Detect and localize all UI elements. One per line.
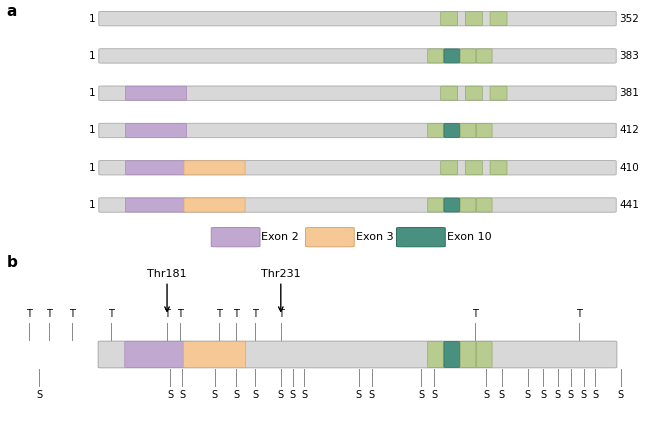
Text: 381: 381 (619, 88, 640, 98)
FancyBboxPatch shape (99, 160, 616, 175)
Text: S: S (233, 390, 239, 400)
Text: S: S (36, 390, 42, 400)
FancyBboxPatch shape (125, 86, 187, 100)
Text: 1: 1 (89, 88, 96, 98)
Text: S: S (540, 390, 547, 400)
FancyBboxPatch shape (490, 86, 507, 100)
FancyBboxPatch shape (490, 161, 507, 175)
Text: 410: 410 (619, 163, 639, 173)
Text: T: T (164, 309, 170, 319)
Text: Exon 10: Exon 10 (447, 232, 491, 242)
FancyBboxPatch shape (476, 341, 492, 368)
FancyBboxPatch shape (428, 49, 443, 63)
Text: 412: 412 (619, 125, 640, 135)
Text: S: S (554, 390, 561, 400)
Text: Thr231: Thr231 (261, 268, 300, 311)
Text: 1: 1 (89, 125, 96, 135)
FancyBboxPatch shape (98, 341, 617, 368)
FancyBboxPatch shape (476, 49, 492, 63)
FancyBboxPatch shape (211, 227, 260, 247)
FancyBboxPatch shape (99, 86, 616, 100)
FancyBboxPatch shape (441, 161, 458, 175)
Text: 1: 1 (89, 14, 96, 24)
FancyBboxPatch shape (441, 86, 458, 100)
FancyBboxPatch shape (183, 341, 246, 368)
FancyBboxPatch shape (428, 198, 443, 212)
FancyBboxPatch shape (465, 161, 482, 175)
FancyBboxPatch shape (99, 123, 616, 138)
FancyBboxPatch shape (476, 198, 492, 212)
Text: 1: 1 (89, 200, 96, 210)
Text: Thr181: Thr181 (148, 268, 187, 311)
Text: T: T (575, 309, 582, 319)
Text: S: S (592, 390, 599, 400)
FancyBboxPatch shape (99, 49, 616, 63)
Text: S: S (580, 390, 587, 400)
Text: S: S (252, 390, 259, 400)
Text: S: S (211, 390, 218, 400)
Text: S: S (167, 390, 174, 400)
Text: T: T (107, 309, 114, 319)
Text: S: S (525, 390, 531, 400)
Text: b: b (6, 255, 18, 270)
Text: T: T (471, 309, 478, 319)
Text: S: S (499, 390, 505, 400)
Text: S: S (356, 390, 362, 400)
Text: T: T (177, 309, 183, 319)
FancyBboxPatch shape (441, 12, 458, 26)
FancyBboxPatch shape (444, 49, 460, 63)
FancyBboxPatch shape (99, 198, 616, 212)
Text: T: T (278, 309, 284, 319)
Text: T: T (26, 309, 32, 319)
Text: S: S (179, 390, 185, 400)
FancyBboxPatch shape (125, 124, 187, 138)
Text: S: S (567, 390, 574, 400)
FancyBboxPatch shape (476, 124, 492, 138)
FancyBboxPatch shape (428, 341, 443, 368)
Text: T: T (252, 309, 259, 319)
Text: S: S (289, 390, 296, 400)
Text: S: S (431, 390, 437, 400)
FancyBboxPatch shape (460, 49, 476, 63)
Text: 383: 383 (619, 51, 640, 61)
FancyBboxPatch shape (396, 227, 445, 247)
FancyBboxPatch shape (444, 198, 460, 212)
Text: 352: 352 (619, 14, 640, 24)
FancyBboxPatch shape (184, 198, 245, 212)
Text: a: a (6, 5, 17, 19)
Text: Exon 2: Exon 2 (261, 232, 299, 242)
Text: T: T (233, 309, 239, 319)
FancyBboxPatch shape (428, 124, 443, 138)
FancyBboxPatch shape (465, 12, 482, 26)
FancyBboxPatch shape (444, 124, 460, 138)
FancyBboxPatch shape (490, 12, 507, 26)
Text: T: T (216, 309, 222, 319)
Text: 441: 441 (619, 200, 640, 210)
Text: T: T (46, 309, 52, 319)
FancyBboxPatch shape (184, 161, 245, 175)
Text: 1: 1 (89, 51, 96, 61)
Text: 1: 1 (89, 163, 96, 173)
FancyBboxPatch shape (125, 198, 187, 212)
Text: T: T (68, 309, 75, 319)
FancyBboxPatch shape (99, 11, 616, 26)
FancyBboxPatch shape (444, 341, 460, 368)
FancyBboxPatch shape (465, 86, 482, 100)
Text: S: S (278, 390, 284, 400)
FancyBboxPatch shape (460, 198, 476, 212)
Text: S: S (483, 390, 489, 400)
Text: S: S (301, 390, 307, 400)
Text: S: S (618, 390, 624, 400)
Text: S: S (418, 390, 424, 400)
FancyBboxPatch shape (125, 341, 187, 368)
FancyBboxPatch shape (125, 161, 187, 175)
Text: S: S (369, 390, 375, 400)
Text: Exon 3: Exon 3 (356, 232, 393, 242)
FancyBboxPatch shape (460, 341, 476, 368)
FancyBboxPatch shape (306, 227, 354, 247)
FancyBboxPatch shape (460, 124, 476, 138)
